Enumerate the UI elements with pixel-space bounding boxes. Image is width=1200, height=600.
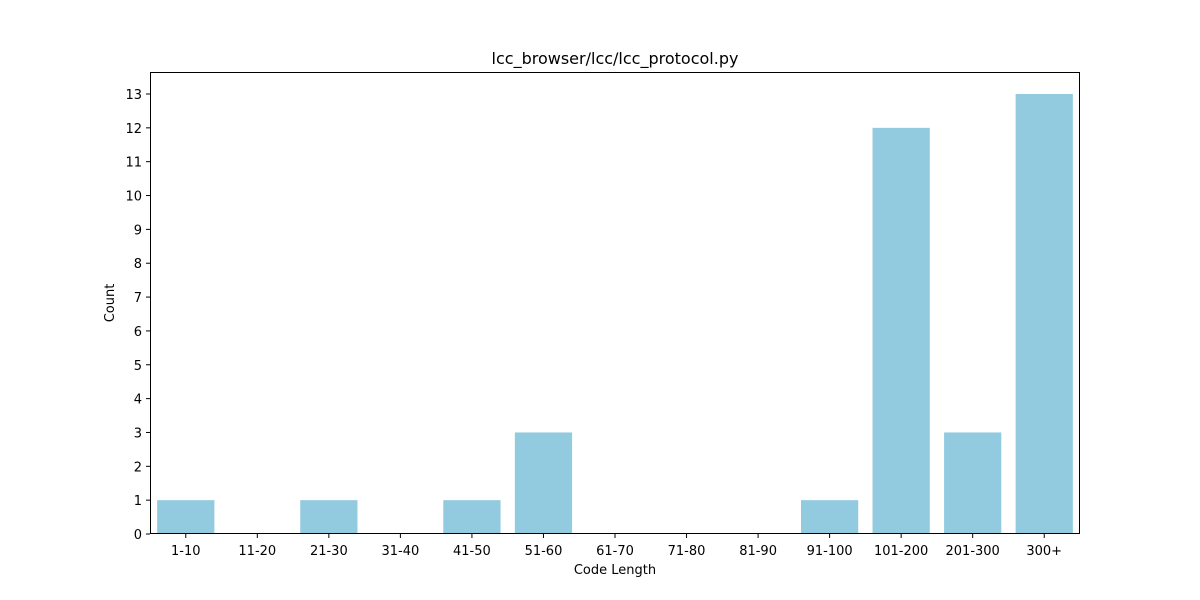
y-tick-label: 0 xyxy=(134,528,142,543)
bar-101-200 xyxy=(872,127,930,534)
bar-51-60 xyxy=(514,432,573,534)
x-tick-label: 61-70 xyxy=(596,544,634,559)
bar-41-50 xyxy=(443,500,501,534)
y-tick-label: 13 xyxy=(125,88,142,103)
chart-title: lcc_browser/lcc/lcc_protocol.py xyxy=(492,49,739,69)
plot-frame xyxy=(150,72,1080,534)
x-tick-label: 11-20 xyxy=(238,544,276,559)
y-tick-label: 3 xyxy=(134,426,142,441)
y-tick-label: 9 xyxy=(134,223,142,238)
bar-201-300 xyxy=(944,432,1002,534)
y-tick-label: 10 xyxy=(125,190,142,205)
y-tick-label: 2 xyxy=(134,460,142,475)
bar-91-100 xyxy=(801,500,859,534)
y-tick-label: 12 xyxy=(125,122,142,137)
x-axis-label: Code Length xyxy=(574,563,656,578)
y-axis-label: Count xyxy=(103,284,118,323)
x-tick-label: 1-10 xyxy=(171,544,201,559)
y-tick-label: 11 xyxy=(125,156,142,171)
x-tick-label: 201-300 xyxy=(946,544,1000,559)
y-tick-label: 6 xyxy=(134,325,142,340)
x-tick-label: 31-40 xyxy=(381,544,419,559)
x-tick-label: 21-30 xyxy=(310,544,348,559)
y-tick-label: 8 xyxy=(134,257,142,272)
y-tick-label: 4 xyxy=(134,393,142,408)
y-tick-label: 1 xyxy=(134,494,142,509)
y-tick-label: 7 xyxy=(134,291,142,306)
bar-300+ xyxy=(1015,94,1073,534)
x-tick-label: 91-100 xyxy=(807,544,853,559)
bar-1-10 xyxy=(157,500,215,534)
x-tick-label: 101-200 xyxy=(874,544,928,559)
bars-layer xyxy=(157,94,1073,534)
x-tick-label: 41-50 xyxy=(453,544,491,559)
bar-21-30 xyxy=(300,500,358,534)
x-tick-label: 71-80 xyxy=(668,544,706,559)
x-tick-label: 300+ xyxy=(1026,544,1062,559)
x-axis: 1-10 11-20 21-30 31-40 41-50 51-60 61-70 71-80 8… xyxy=(171,534,1062,559)
y-tick-label: 5 xyxy=(134,359,142,374)
x-tick-label: 81-90 xyxy=(739,544,777,559)
x-tick-label: 51-60 xyxy=(525,544,563,559)
